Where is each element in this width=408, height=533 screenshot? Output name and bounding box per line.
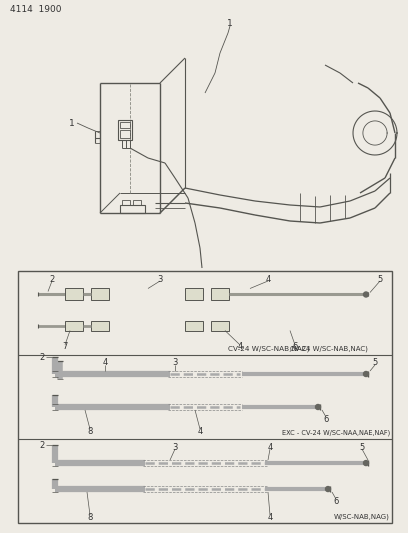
Text: CV-24 W/SC-NAB,NAC): CV-24 W/SC-NAB,NAC) <box>290 346 368 352</box>
Text: 5: 5 <box>359 442 365 451</box>
Text: 3: 3 <box>172 442 178 451</box>
Text: 4: 4 <box>237 342 243 351</box>
Text: 1: 1 <box>227 19 233 28</box>
Bar <box>91 320 109 330</box>
Text: CV-24 W/SC-NAB,NAC): CV-24 W/SC-NAB,NAC) <box>228 346 310 352</box>
Bar <box>185 288 203 301</box>
Circle shape <box>364 461 368 465</box>
Text: 8: 8 <box>87 513 93 521</box>
Text: 4: 4 <box>265 274 271 284</box>
Circle shape <box>315 405 321 409</box>
Text: 8: 8 <box>87 426 93 435</box>
Circle shape <box>364 292 368 297</box>
Text: 3: 3 <box>172 358 178 367</box>
Bar <box>65 288 83 301</box>
Bar <box>18 271 392 523</box>
Text: 2: 2 <box>40 441 44 449</box>
Text: W/SC-NAB,NAG): W/SC-NAB,NAG) <box>334 514 390 520</box>
Text: 6: 6 <box>333 497 339 505</box>
Text: 3: 3 <box>157 274 163 284</box>
Text: 2: 2 <box>40 352 44 361</box>
Text: 4: 4 <box>267 442 273 451</box>
Bar <box>65 320 83 330</box>
Text: 4: 4 <box>102 358 108 367</box>
Circle shape <box>326 487 330 491</box>
Text: 6: 6 <box>292 342 298 351</box>
Bar <box>211 320 229 330</box>
Bar <box>91 288 109 301</box>
Text: 4: 4 <box>267 513 273 521</box>
Text: 5: 5 <box>377 274 383 284</box>
Text: 1: 1 <box>69 118 75 127</box>
Text: 2: 2 <box>49 274 55 284</box>
Text: 7: 7 <box>62 342 68 351</box>
Text: 4114  1900: 4114 1900 <box>10 4 62 13</box>
Bar <box>122 200 130 205</box>
Bar <box>133 200 141 205</box>
Bar <box>120 130 130 138</box>
Bar <box>120 122 130 128</box>
Circle shape <box>364 372 368 376</box>
Text: EXC - CV-24 W/SC-NAA,NAE,NAF): EXC - CV-24 W/SC-NAA,NAE,NAF) <box>282 430 390 437</box>
Bar <box>211 288 229 301</box>
Bar <box>185 320 203 330</box>
Bar <box>118 120 132 140</box>
Text: 5: 5 <box>373 358 378 367</box>
Bar <box>120 205 145 213</box>
Text: 6: 6 <box>323 415 329 424</box>
Text: 4: 4 <box>197 426 203 435</box>
